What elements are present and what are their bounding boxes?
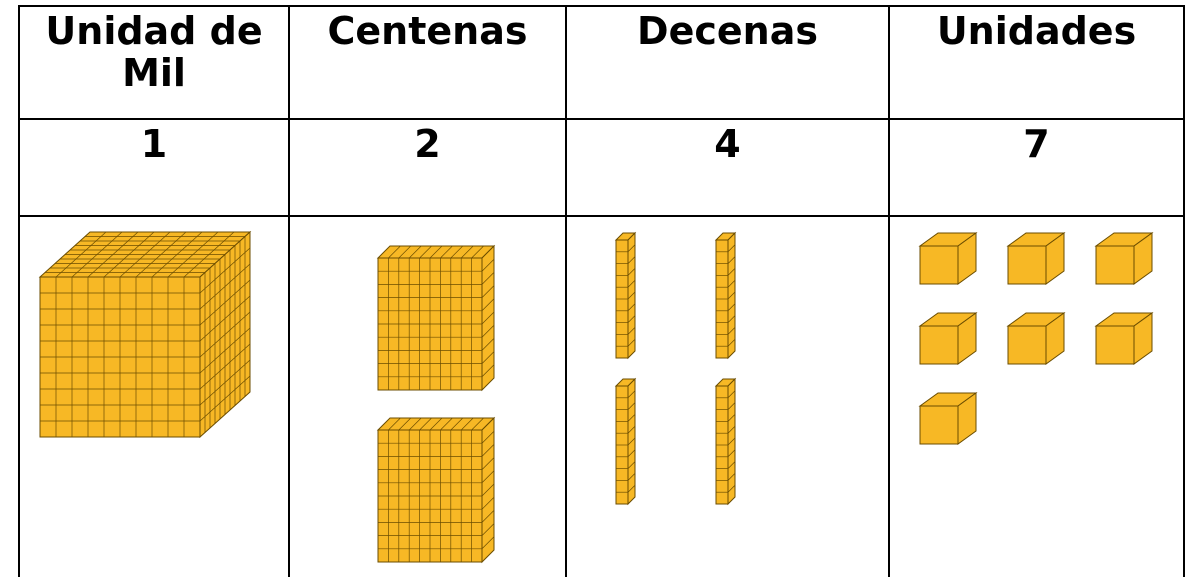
base-ten-block — [714, 377, 737, 506]
base-ten-block — [918, 312, 978, 365]
base-ten-block — [1094, 312, 1154, 365]
header-cell: Unidades — [888, 5, 1185, 120]
digit-cell: 1 — [18, 118, 290, 217]
digit-cell: 2 — [288, 118, 567, 217]
header-cell: Unidad de Mil — [18, 5, 290, 120]
base-ten-block — [918, 232, 978, 285]
base-ten-block — [614, 231, 637, 360]
base-ten-block — [376, 416, 496, 564]
header-cell: Centenas — [288, 5, 567, 120]
digit-cell: 4 — [565, 118, 890, 217]
digit-row: 1 2 4 7 — [18, 118, 1185, 217]
digit-cell: 7 — [888, 118, 1185, 217]
base-ten-block — [1006, 232, 1066, 285]
header-cell: Decenas — [565, 5, 890, 120]
base-ten-block — [376, 244, 496, 392]
header-row: Unidad de Mil Centenas Decenas Unidades — [18, 5, 1185, 120]
base-ten-block — [1094, 232, 1154, 285]
base-ten-block — [1006, 312, 1066, 365]
base-ten-block — [614, 377, 637, 506]
base-ten-block — [714, 231, 737, 360]
base-ten-block — [38, 230, 252, 439]
base-ten-block — [918, 392, 978, 445]
